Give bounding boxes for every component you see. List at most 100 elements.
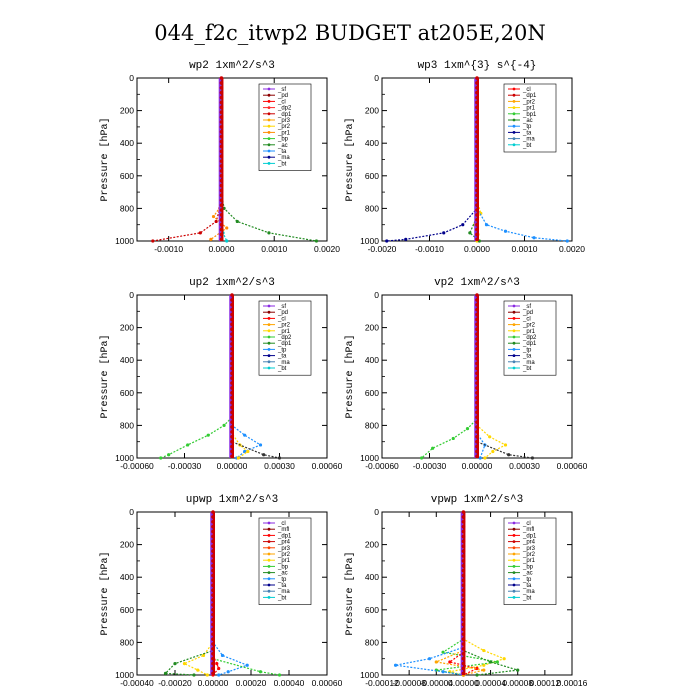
- series-point: [419, 456, 424, 460]
- series-point: [530, 456, 535, 460]
- legend-label: _pd: [277, 93, 288, 99]
- legend-marker: [267, 552, 271, 556]
- x-tick-label: -0.00030: [413, 461, 447, 471]
- legend-label: _bt: [277, 366, 287, 372]
- core-profile-point: [461, 661, 466, 666]
- series-line-ac: [164, 512, 214, 676]
- series-line-ac: [476, 295, 533, 459]
- legend-marker: [512, 118, 516, 122]
- core-profile-point: [219, 95, 224, 100]
- core-profile-point: [230, 342, 234, 346]
- legend-marker: [267, 100, 271, 103]
- legend-marker: [267, 124, 271, 128]
- y-tick-label: 0: [129, 73, 134, 83]
- series-point: [507, 453, 511, 457]
- x-tick-label: -0.0010: [154, 244, 183, 254]
- core-profile-point: [219, 164, 224, 168]
- core-profile-point: [211, 617, 215, 622]
- series-point: [267, 231, 271, 235]
- core-profile-point: [211, 632, 215, 637]
- y-tick-label: 1000: [115, 236, 134, 246]
- legend-marker: [267, 577, 271, 581]
- core-profile-point: [461, 637, 466, 641]
- legend-marker: [512, 93, 516, 97]
- core-profile-point: [475, 317, 479, 322]
- core-profile-point: [475, 332, 479, 336]
- y-tick-label: 1000: [360, 236, 379, 246]
- series-point: [245, 663, 249, 667]
- core-profile-point: [219, 154, 224, 159]
- core-profile-point: [219, 188, 224, 193]
- core-profile-point: [461, 578, 466, 583]
- legend-marker: [267, 149, 271, 153]
- core-profile-point: [230, 361, 234, 366]
- core-profile-point: [211, 529, 215, 534]
- series-line-pr1: [183, 512, 214, 676]
- core-profile-point: [230, 356, 234, 361]
- legend-marker: [512, 348, 516, 351]
- legend-label: _pr1: [277, 130, 291, 136]
- legend-marker: [267, 596, 271, 599]
- series-point: [225, 226, 229, 230]
- series-point: [225, 239, 229, 243]
- legend-marker: [267, 155, 271, 159]
- core-profile-point: [475, 178, 479, 183]
- series-point: [488, 435, 492, 439]
- legend-label: _cl: [522, 87, 531, 93]
- core-profile-point: [461, 642, 466, 646]
- chart-panel-1: wp2 1xm^2/s^3 Pressure [hPa] 0 200 400 600 800…: [99, 60, 340, 254]
- x-tick-label: 0.00000: [217, 461, 248, 471]
- legend-marker: [512, 106, 516, 109]
- legend-marker: [267, 137, 271, 141]
- core-profile-point: [475, 218, 479, 222]
- series-point: [393, 663, 398, 667]
- series-point: [478, 456, 482, 460]
- core-profile-point: [219, 115, 224, 119]
- legend-marker: [512, 143, 516, 147]
- legend-marker: [267, 310, 271, 314]
- core-profile-point: [475, 76, 479, 80]
- series-point: [214, 219, 218, 224]
- y-axis-label: Pressure [hPa]: [344, 551, 356, 635]
- core-profile-point: [219, 222, 224, 227]
- chart-panel-2: wp3 1xm^{3} s^{-4} Pressure [hPa] 0 200 400 6…: [344, 60, 585, 254]
- legend-label: _pr1: [522, 329, 536, 335]
- series-point: [491, 449, 495, 454]
- legend-label: _pr2: [277, 124, 291, 130]
- core-profile-point: [461, 524, 466, 529]
- core-profile-point: [219, 213, 224, 217]
- legend-label: _ac: [522, 118, 533, 124]
- legend-label: _sf: [522, 304, 531, 310]
- legend-label: _pd: [522, 310, 533, 316]
- y-tick-label: 600: [365, 388, 379, 398]
- series-point: [217, 673, 221, 677]
- core-profile-point: [475, 222, 479, 227]
- series-point: [468, 231, 472, 235]
- legend-label: _pr3: [277, 546, 291, 552]
- figure-title: 044_f2c_itwp2 BUDGET at205E,20N: [154, 21, 545, 45]
- core-profile-point: [475, 120, 479, 124]
- legend-label: _pr2: [522, 99, 536, 105]
- core-profile-point: [219, 129, 224, 134]
- legend-label: _bp1: [522, 112, 537, 118]
- core-profile-point: [475, 312, 479, 317]
- core-profile-point: [230, 425, 234, 429]
- core-profile-point: [461, 549, 466, 553]
- core-profile-point: [461, 603, 466, 607]
- core-profile-point: [475, 405, 479, 410]
- y-tick-label: 400: [365, 572, 379, 582]
- chart-panel-6: vpwp 1xm^2/s^3 Pressure [hPa] 0 200 400 600 80…: [344, 494, 588, 688]
- legend-box: [503, 517, 557, 605]
- legend-label: _pr2: [277, 323, 291, 329]
- y-tick-label: 200: [120, 323, 134, 333]
- core-profile-point: [230, 337, 234, 341]
- legend-label: _ac: [522, 571, 533, 577]
- legend-label: _dp1: [522, 341, 537, 347]
- series-point: [461, 223, 465, 227]
- core-profile-point: [461, 568, 466, 573]
- series-line-pr1: [449, 512, 506, 676]
- x-tick-label: 0.00060: [312, 461, 343, 471]
- core-profile-point: [475, 125, 479, 129]
- core-profile-point: [461, 544, 466, 549]
- core-profile-point: [219, 120, 224, 124]
